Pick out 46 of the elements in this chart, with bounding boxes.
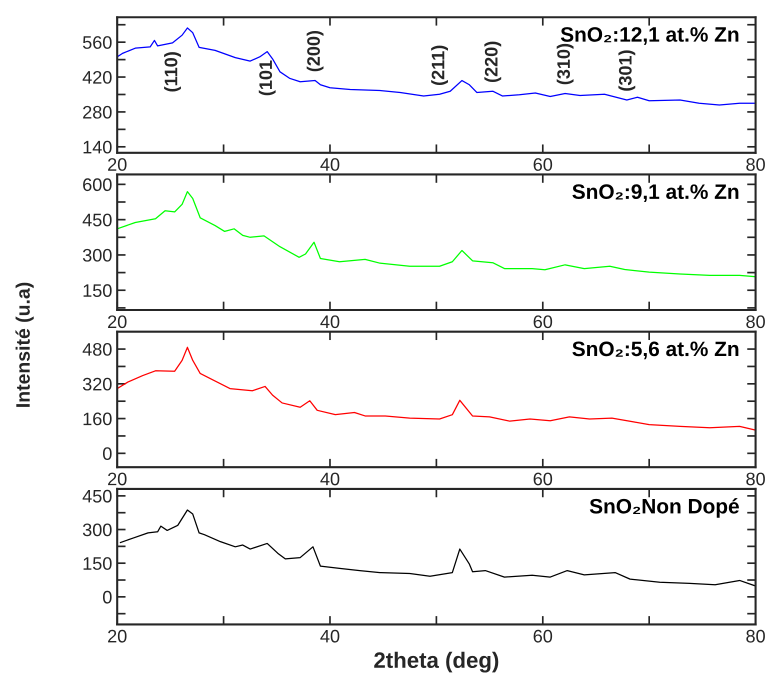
y-tick-label: 150 (84, 284, 112, 297)
text: SnO₂Non Dopé (590, 498, 739, 518)
x-tick-label: 20 (108, 630, 127, 643)
y-tick-label: 450 (82, 214, 112, 226)
annotation: (101 (258, 60, 276, 96)
x-tick-label: 80 (746, 158, 765, 171)
x-tick-label: 20 (108, 158, 127, 171)
y-axis-title: Intensité (u.a) (15, 282, 34, 407)
annotation: (310) (556, 44, 574, 84)
y-tick-label: 150 (84, 557, 112, 570)
annotation: (200) (306, 30, 324, 72)
y-tick-label: 320 (82, 378, 112, 391)
y-tick-label: 160 (84, 412, 112, 426)
x-tick-label: 40 (320, 315, 340, 328)
y-tick-label: 280 (83, 106, 112, 119)
y-tick-label: 300 (82, 248, 112, 262)
x-tick-label: 60 (534, 315, 552, 328)
annotation: (211) (431, 46, 448, 86)
x-tick-label: 80 (746, 315, 765, 328)
x-axis-title: 2theta (deg) (374, 652, 498, 673)
x-tick-label: 40 (320, 158, 340, 171)
y-tick-label: 0 (102, 590, 112, 604)
y-tick-label: 0 (102, 447, 112, 460)
y-tick-label: 480 (82, 343, 112, 356)
x-tick-label: 40 (320, 472, 340, 486)
annotation: (301) (618, 50, 636, 91)
y-tick-label: 600 (83, 178, 112, 192)
y-tick-label: 560 (82, 36, 112, 49)
x-tick-label: 20 (108, 315, 127, 328)
x-tick-label: 60 (534, 158, 552, 171)
annotation: (220) (484, 42, 502, 82)
text: SnO₂:9,1 at.% Zn (572, 184, 738, 202)
x-tick-label: 60 (534, 630, 552, 643)
x-tick-label: 20 (108, 472, 127, 486)
y-tick-label: 300 (82, 523, 112, 536)
x-tick-label: 80 (746, 472, 765, 486)
text: SnO₂:5,6 at.% Zn (572, 342, 738, 360)
x-tick-label: 80 (746, 630, 765, 643)
line-series (117, 27, 756, 106)
x-tick-label: 40 (320, 630, 340, 643)
y-tick-label: 450 (82, 490, 112, 503)
x-tick-label: 60 (534, 472, 552, 486)
text: SnO₂:12,1 at.% Zn (560, 27, 738, 45)
annotation: (110) (164, 52, 181, 92)
y-tick-label: 420 (82, 70, 112, 84)
y-tick-label: 140 (84, 140, 112, 154)
